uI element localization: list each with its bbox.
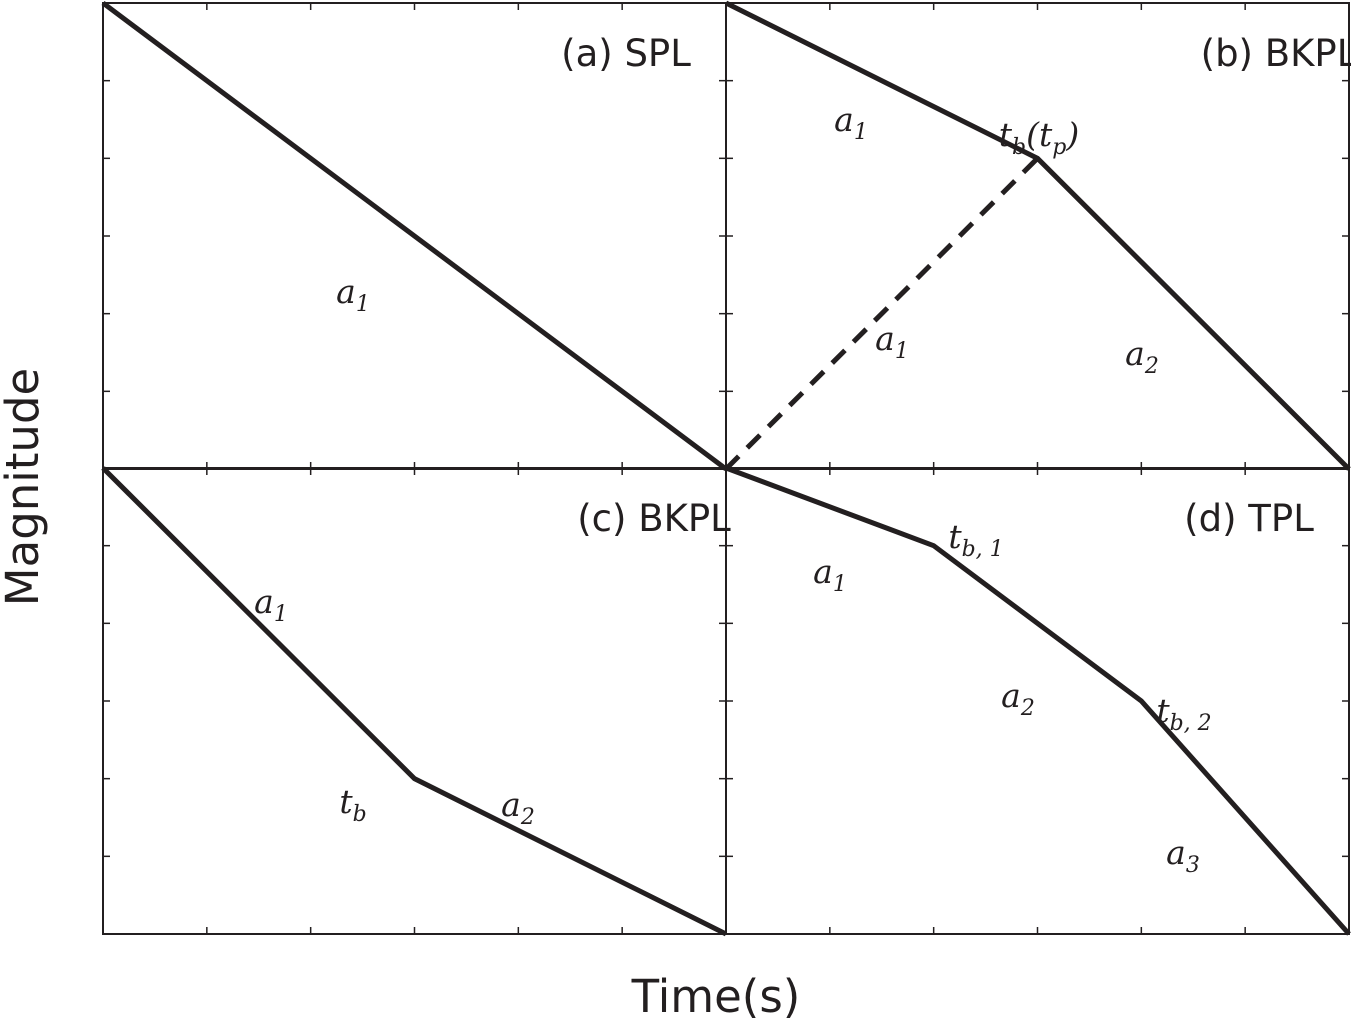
annotation-subscript: 2 (1144, 354, 1159, 379)
annotation-text: t (339, 782, 353, 821)
annotation-text: a (834, 100, 854, 139)
annotation-subscript: b, 2 (1170, 711, 1212, 736)
annotation-text: a (813, 552, 833, 591)
annotation-text: a (1166, 833, 1186, 872)
annotation-subscript: 2 (1020, 696, 1035, 721)
annotation: a2​ (501, 785, 535, 830)
line (724, 0, 1351, 471)
panel-title: (d) TPL (1184, 497, 1314, 540)
annotation: a1​ (834, 100, 868, 145)
annotation-subscript: p (1052, 135, 1066, 160)
annotation: a3​ (1166, 833, 1200, 878)
annotation-subscript: 3 (1186, 853, 1200, 878)
annotation: tb​ (339, 782, 366, 827)
annotation-subscript: 2 (520, 805, 535, 830)
annotation: a2​ (1001, 676, 1035, 721)
annotation-text: a (254, 582, 274, 621)
annotation-text: a (1001, 676, 1021, 715)
panel-title: (a) SPL (561, 32, 691, 75)
annotation-text: t (1156, 691, 1170, 730)
annotation-subscript: 1 (356, 292, 370, 317)
annotation-text: a (875, 319, 895, 358)
annotation-subscript: 1 (833, 572, 847, 597)
line (724, 156, 1040, 471)
annotation-text: t (948, 517, 962, 556)
line (101, 0, 728, 472)
annotation-subscript: b, 1 (962, 537, 1004, 562)
annotation-text: a (1125, 334, 1145, 373)
y-axis-label: Magnitude (0, 368, 49, 606)
annotation-text: a (501, 785, 521, 824)
line (101, 466, 728, 937)
annotation-subscript: 1 (895, 339, 909, 364)
annotation: tb​(tp​) (999, 115, 1079, 160)
annotation: a2​ (1125, 334, 1159, 379)
annotation: tb, 2​ (1156, 691, 1211, 736)
panel-title: (c) BKPL (577, 497, 731, 540)
annotation-text: ) (1065, 115, 1079, 154)
x-axis-label: Time(s) (631, 970, 801, 1020)
annotation-subscript: 1 (274, 602, 288, 627)
annotation: tb, 1​ (948, 517, 1003, 562)
panel-title: (b) BKPL (1201, 32, 1351, 75)
annotation-text: t (999, 115, 1013, 154)
annotation-subscript: 1 (854, 120, 868, 145)
annotation: a1​ (254, 582, 288, 627)
annotation-text: a (336, 272, 356, 311)
annotation-text: (t (1026, 115, 1053, 154)
annotation: a1​ (813, 552, 847, 597)
line (725, 465, 1351, 936)
annotation: a1​ (875, 319, 909, 364)
annotation-subscript: b (1012, 135, 1026, 160)
annotation-subscript: b (353, 802, 367, 827)
annotation: a1​ (336, 272, 370, 317)
